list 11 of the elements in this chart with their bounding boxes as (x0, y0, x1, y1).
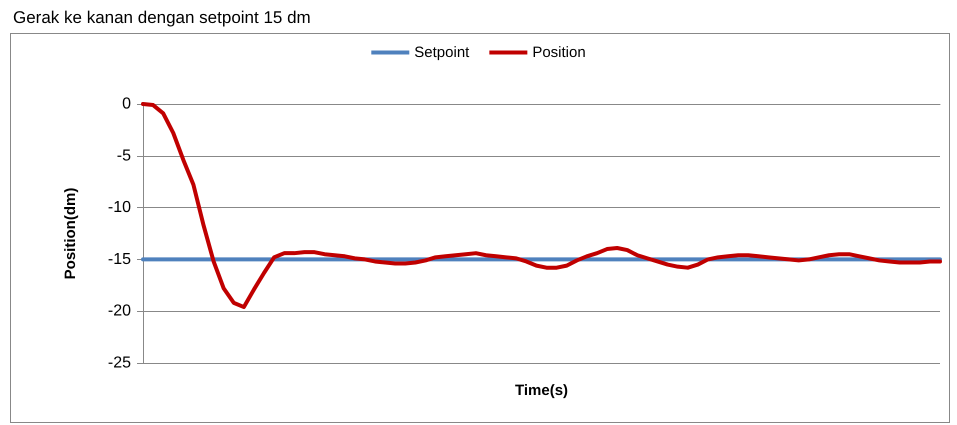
y-axis-title: Position(dm) (62, 188, 79, 280)
chart-title: Gerak ke kanan dengan setpoint 15 dm (13, 8, 311, 27)
y-tick-label: -5 (116, 147, 132, 164)
y-tick-label: -10 (108, 199, 132, 216)
legend-label: Position (532, 44, 586, 61)
y-tick-label: -20 (108, 302, 132, 320)
x-axis-title: Time(s) (514, 382, 568, 399)
y-tick-label: -15 (108, 250, 132, 268)
y-tick-label: -25 (108, 354, 132, 372)
y-tick-label: 0 (122, 96, 132, 112)
legend-label: Setpoint (414, 44, 470, 61)
